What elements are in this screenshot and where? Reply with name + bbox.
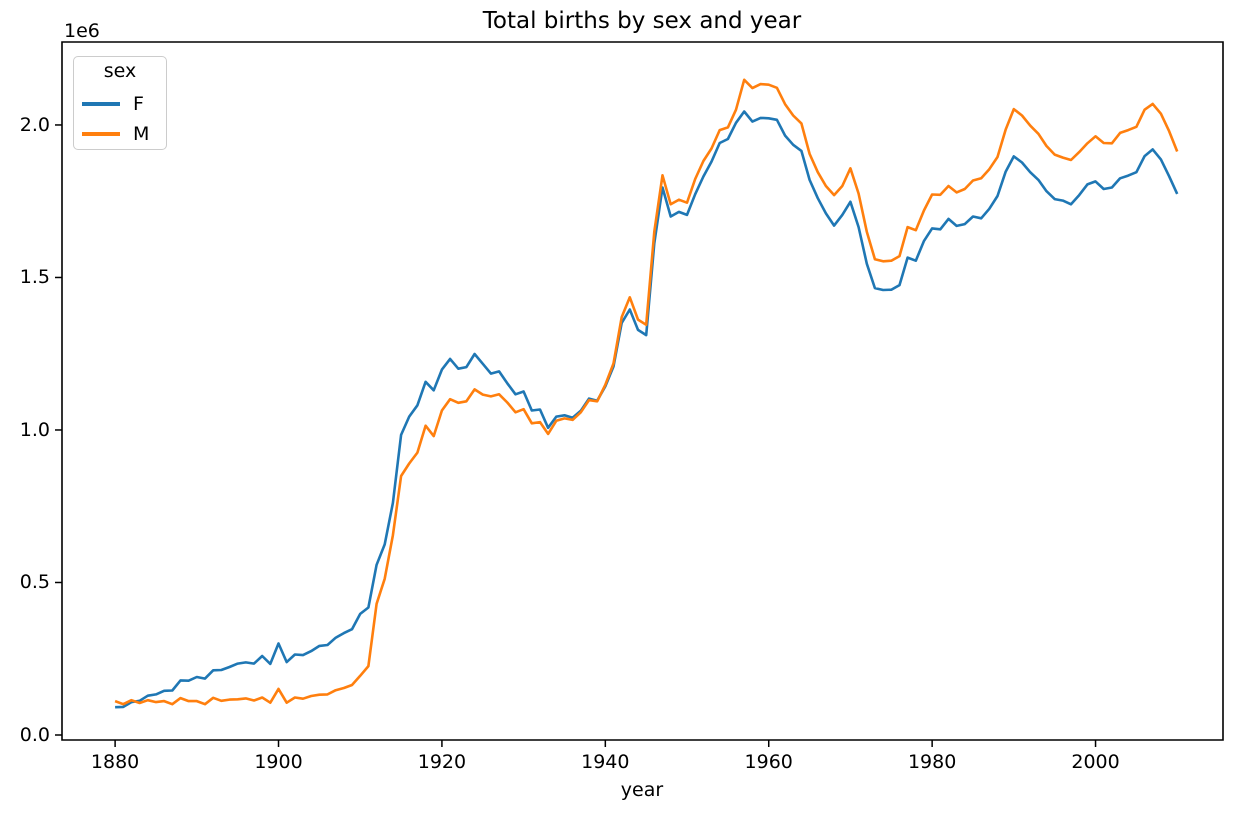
- legend-line-sample-m: [82, 132, 120, 136]
- y-tick-label: 0.5: [19, 571, 50, 594]
- legend-entry-m: M: [82, 123, 149, 145]
- y-tick-label: 2.0: [19, 113, 50, 136]
- legend: sex F M: [73, 56, 167, 150]
- legend-label-f: F: [133, 93, 144, 115]
- y-tick-label: 1.5: [19, 266, 50, 289]
- x-tick-label: 1960: [744, 751, 793, 773]
- x-tick-label: 1900: [254, 751, 303, 773]
- series-line-f: [115, 110, 1179, 709]
- legend-entry-f: F: [82, 93, 144, 115]
- x-tick-label: 2000: [1071, 751, 1120, 773]
- x-tick-label: 1920: [417, 751, 467, 773]
- legend-title: sex: [103, 60, 137, 82]
- axes-spines: [61, 41, 1224, 741]
- x-axis-label: year: [620, 779, 664, 801]
- series-line-m: [114, 78, 1179, 706]
- y-tick-label: 1.0: [19, 418, 50, 441]
- y-tick-label: 0.0: [19, 723, 50, 746]
- y-axis-offset-label: 1e6: [64, 20, 100, 42]
- chart-title: Total births by sex and year: [482, 8, 802, 34]
- x-tick-label: 1980: [907, 751, 957, 773]
- legend-line-sample-f: [82, 102, 120, 106]
- legend-label-m: M: [133, 123, 150, 145]
- x-tick-label: 1940: [581, 751, 630, 773]
- x-tick-label: 1880: [90, 751, 140, 773]
